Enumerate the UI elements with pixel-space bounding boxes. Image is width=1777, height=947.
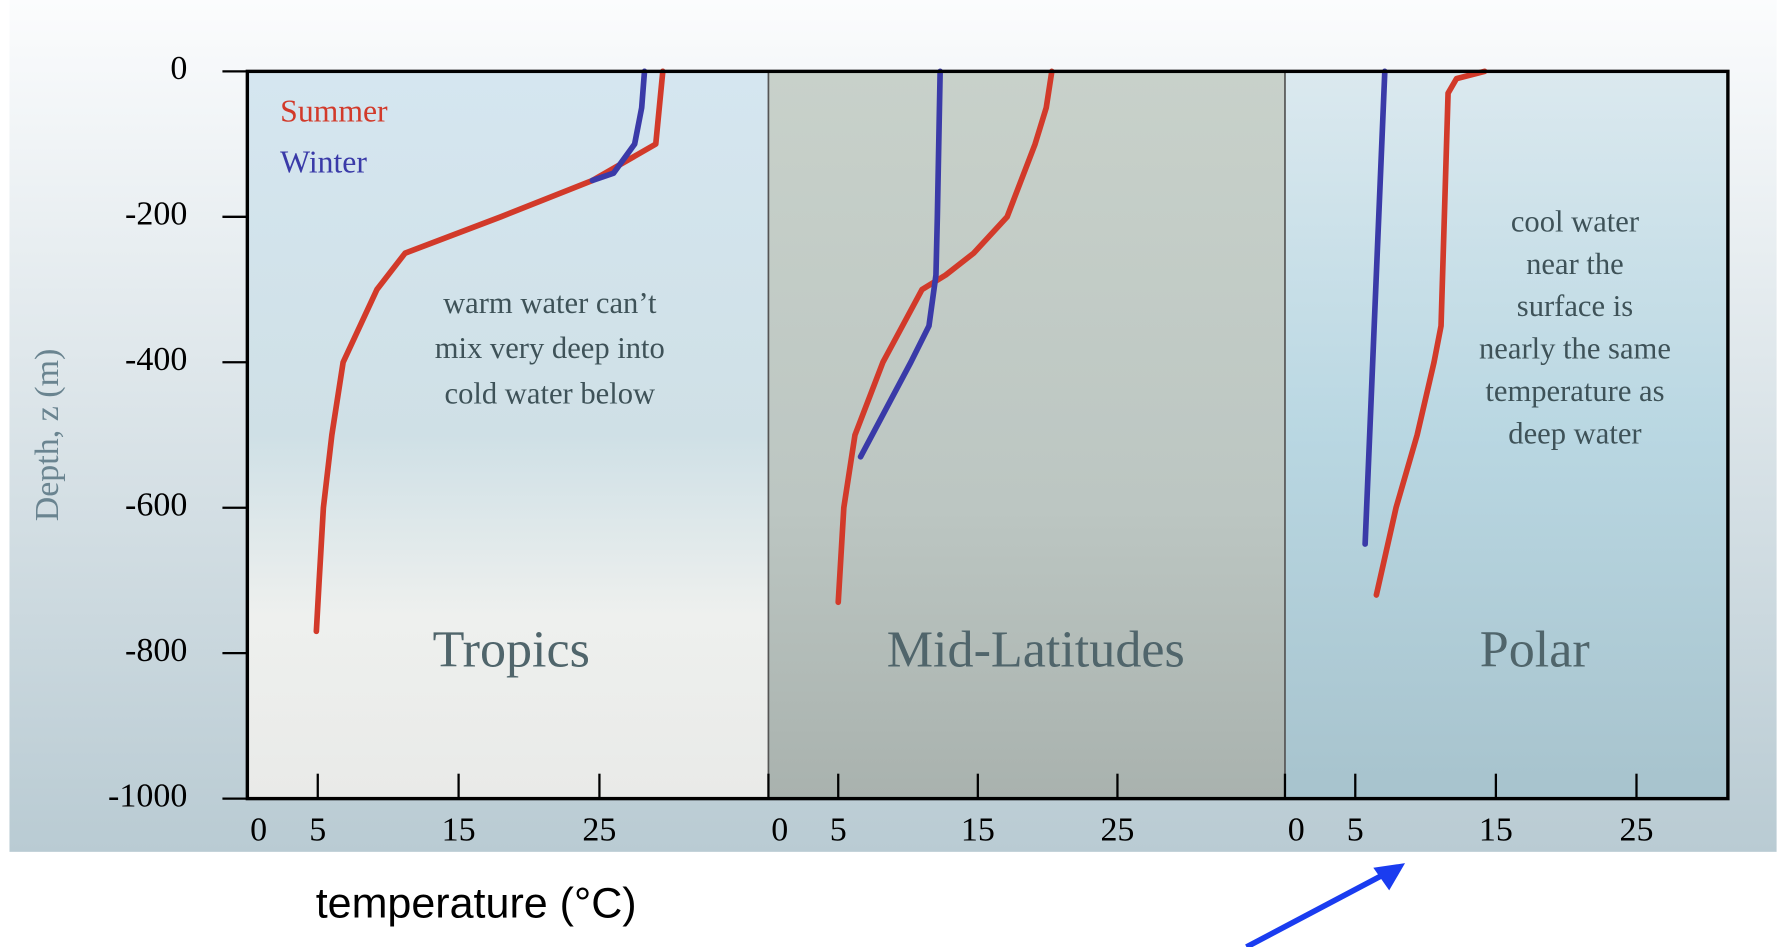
panel-title: Mid-Latitudes — [887, 622, 1185, 679]
x-tick-label: 0 — [771, 811, 788, 848]
legend-entry: Summer — [280, 94, 388, 129]
panel-background — [1285, 71, 1728, 798]
chart: 0 -200 -400 -600 -800 -1000 Depth, z (m) temper… — [0, 0, 1777, 947]
y-tick-label: -800 — [125, 632, 187, 669]
annotation: temperature as — [1485, 374, 1664, 408]
x-tick-label: 25 — [1100, 811, 1134, 848]
y-tick-label: -600 — [125, 487, 187, 524]
x-tick-label: 5 — [309, 811, 326, 848]
y-tick-label: -400 — [125, 341, 187, 378]
annotation: deep water — [1508, 417, 1641, 451]
x-tick-label: 0 — [1288, 811, 1305, 848]
x-tick-label: 25 — [582, 811, 616, 848]
panel-background — [768, 71, 1285, 798]
annotation: cool water — [1511, 204, 1639, 238]
panel-title: Tropics — [433, 622, 590, 679]
x-tick-label: 15 — [961, 811, 995, 848]
x-tick-label: 5 — [830, 811, 847, 848]
annotation: near the — [1526, 247, 1624, 281]
annotation: nearly the same — [1479, 332, 1671, 366]
x-tick-label: 15 — [1479, 811, 1513, 848]
x-tick-label: 15 — [442, 811, 476, 848]
annotation: surface is — [1517, 289, 1633, 323]
x-tick-label: 25 — [1620, 811, 1654, 848]
x-axis-label: temperature (°C) — [316, 880, 637, 928]
y-axis-label: Depth, z (m) — [29, 349, 66, 522]
x-tick-label: 5 — [1347, 811, 1364, 848]
legend-entry: Winter — [280, 145, 367, 180]
y-tick-label: -200 — [125, 196, 187, 233]
x-tick-label: 0 — [250, 811, 267, 848]
arrow — [1246, 872, 1388, 947]
annotation: cold water below — [445, 376, 656, 410]
y-tick-label: 0 — [170, 50, 187, 87]
y-tick-label: -1000 — [108, 777, 187, 814]
panel-title: Polar — [1480, 622, 1590, 679]
panel-background — [247, 71, 768, 798]
annotation: mix very deep into — [435, 331, 665, 365]
annotation: warm water can’t — [443, 286, 657, 320]
